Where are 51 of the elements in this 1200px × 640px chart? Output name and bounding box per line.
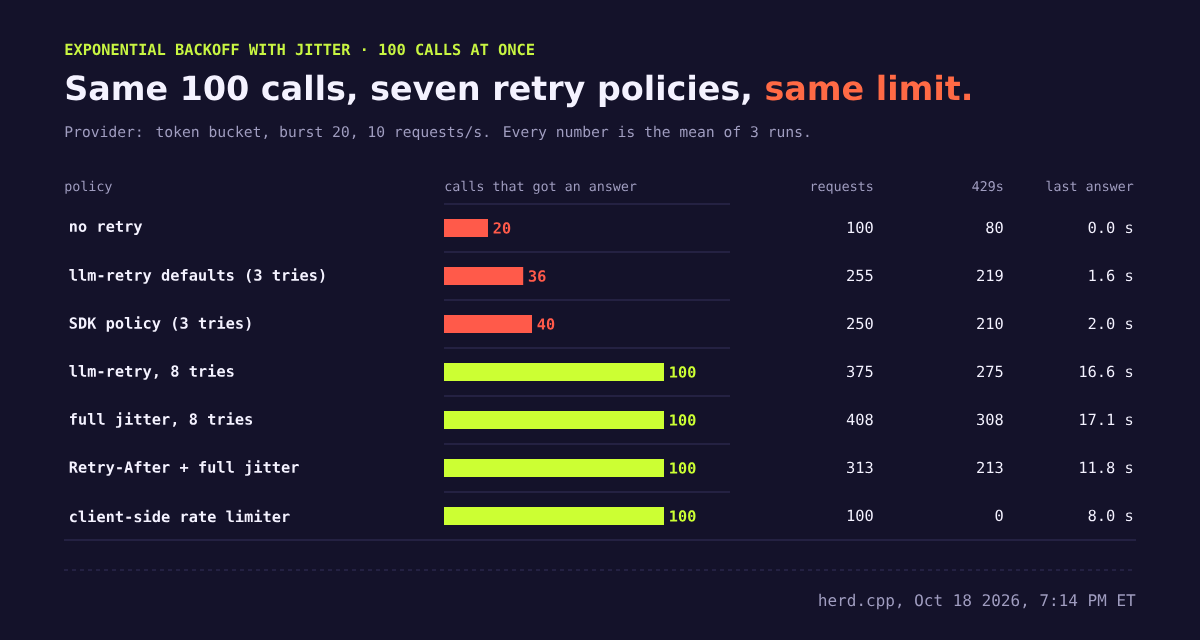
data-label: 40: [537, 318, 555, 330]
chart-title: Same 100 calls, seven retry policies, same limit.: [66, 74, 970, 108]
text: 100: [847, 509, 873, 522]
y-tick-label: no retry: [70, 221, 143, 235]
text: 213: [977, 461, 1003, 474]
data-label: 100: [670, 510, 696, 522]
bar: [444, 411, 664, 429]
bar: [444, 267, 524, 286]
text: requests: [811, 181, 873, 194]
text: 429s: [972, 181, 1003, 192]
text: 219: [977, 269, 1003, 282]
text: 16.6 s: [1080, 365, 1133, 378]
text: EXPONENTIAL BACKOFF WITH JITTER · 100 CALLS AT ONCE: [65, 43, 535, 56]
data-label: 100: [670, 414, 696, 426]
bar: [444, 219, 488, 238]
data-label: 100: [670, 462, 696, 474]
y-tick-label: client-side rate limiter: [69, 509, 290, 523]
data-label: 20: [493, 222, 511, 234]
text: 80: [986, 221, 1003, 234]
text: 2.0 s: [1088, 317, 1133, 330]
y-axis-title: policy: [65, 180, 112, 194]
y-tick-label: Retry-After + full jitter: [69, 460, 299, 476]
text: 100: [847, 221, 873, 234]
text: last answer: [1046, 180, 1134, 192]
text: 275: [977, 365, 1003, 378]
text: 308: [977, 413, 1003, 426]
y-tick-label: full jitter, 8 tries: [70, 412, 253, 428]
text: 0: [995, 509, 1003, 522]
text: 1.6 s: [1089, 269, 1133, 282]
bar: [444, 315, 532, 334]
text: 17.1 s: [1080, 413, 1133, 426]
y-tick-label: llm-retry defaults (3 tries): [69, 268, 325, 284]
text: 250: [847, 317, 873, 330]
text: 210: [977, 317, 1003, 330]
y-tick-label: SDK policy (3 tries): [69, 316, 251, 332]
text: 375: [847, 365, 873, 378]
text: 408: [846, 413, 873, 426]
text: 255: [847, 269, 873, 282]
text: 11.8 s: [1080, 461, 1133, 474]
text: herd.cpp, Oct 18 2026, 7:14 PM ET: [819, 593, 1136, 610]
x-axis-title: calls that got an answer: [445, 180, 637, 194]
text: 0.0 s: [1088, 221, 1133, 234]
bar: [444, 363, 664, 381]
text: 313: [847, 461, 873, 474]
data-label: 100: [670, 366, 696, 378]
chart-subtitle: Provider: token bucket, burst 20, 10 requests/s. Every number is the mean of 3 runs.: [65, 125, 809, 141]
data-label: 36: [528, 270, 546, 282]
bar: [444, 507, 664, 525]
text: 8.0 s: [1088, 509, 1133, 522]
y-tick-label: llm-retry, 8 tries: [69, 364, 234, 380]
bar: [444, 459, 664, 477]
